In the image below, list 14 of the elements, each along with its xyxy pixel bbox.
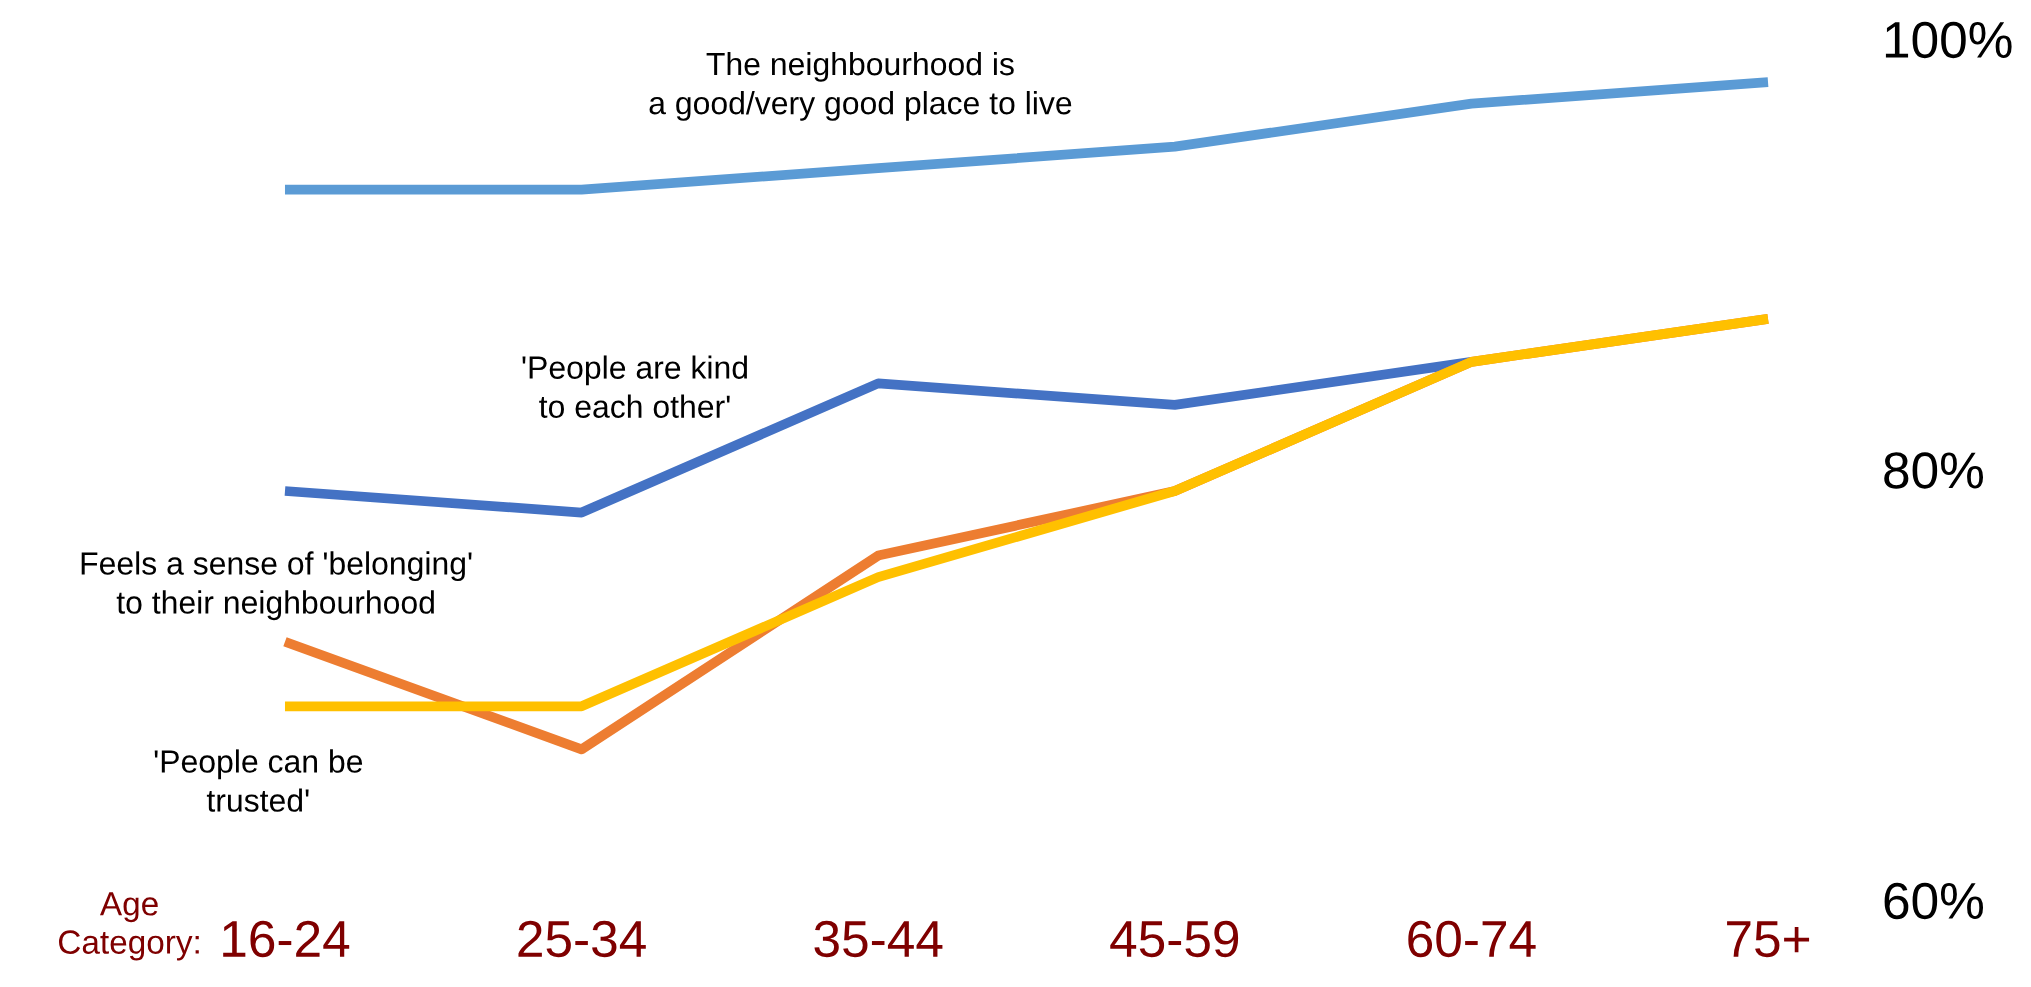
series-label: 'People are kind to each other' [522, 355, 747, 418]
x-tick-label: 25-34 [518, 920, 646, 958]
x-tick-label: 45-59 [1110, 920, 1239, 958]
series-label: Feels a sense of 'belonging' to their neighbourhood [81, 551, 472, 621]
x-tick-label: 16-24 [223, 920, 350, 958]
y-tick-label: 100% [1885, 21, 2012, 59]
series-label: The neighbourhood is a good/very good place to live [649, 51, 1072, 121]
x-tick-label: 75+ [1727, 921, 1810, 958]
series-label: 'People can be trusted' [154, 749, 363, 812]
y-tick-label: 60% [1884, 882, 1984, 920]
x-axis-title: Age Category: [59, 892, 199, 961]
x-tick-label: 60-74 [1408, 920, 1536, 958]
y-tick-label: 80% [1884, 452, 1984, 489]
x-tick-label: 35-44 [814, 920, 943, 958]
